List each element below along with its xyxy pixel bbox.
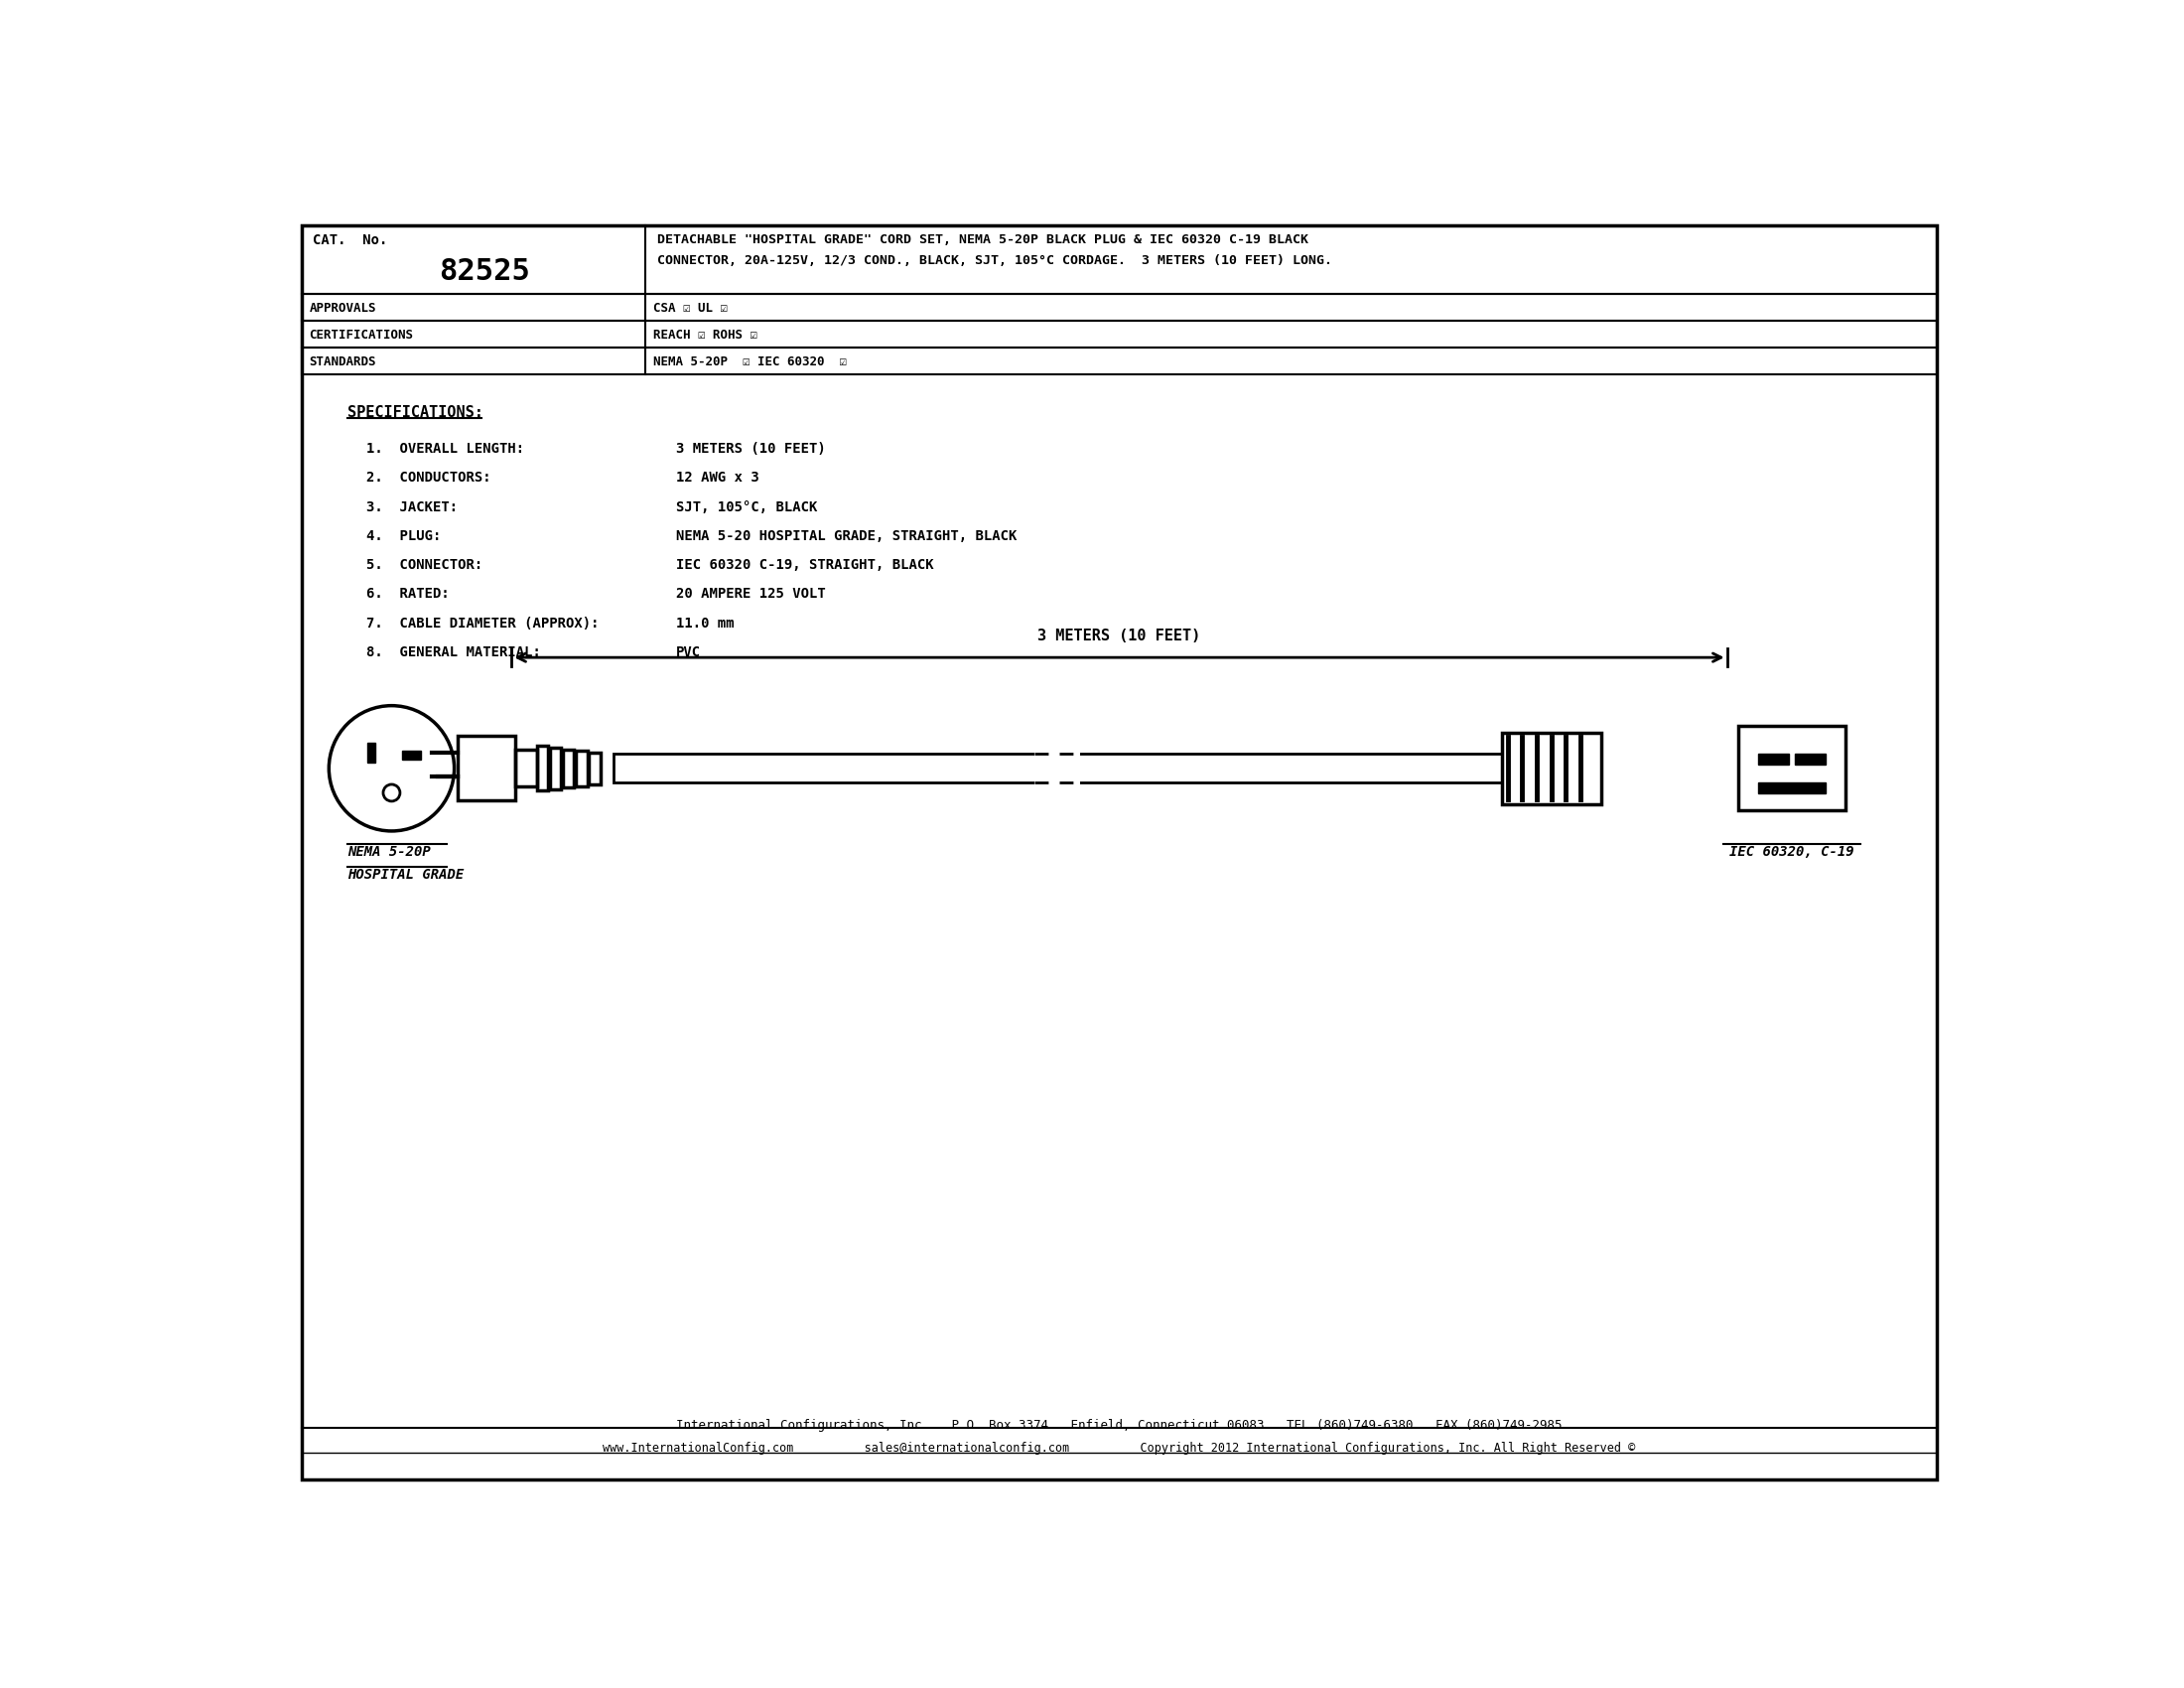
Text: NEMA 5-20P  ☑ IEC 60320  ☑: NEMA 5-20P ☑ IEC 60320 ☑ (653, 354, 847, 368)
Bar (563, 749, 574, 788)
Bar (537, 746, 548, 790)
Bar (301, 294, 1937, 321)
Text: IEC 60320, C-19: IEC 60320, C-19 (1730, 844, 1854, 859)
Bar (367, 743, 376, 763)
Bar (1795, 753, 1826, 765)
Text: CAT.  No.: CAT. No. (312, 233, 389, 246)
Text: 11.0 mm: 11.0 mm (677, 616, 734, 630)
Text: 3 METERS (10 FEET): 3 METERS (10 FEET) (677, 442, 826, 456)
Bar (402, 751, 422, 760)
Text: www.InternationalConfig.com          sales@internationalconfig.com          Copy: www.InternationalConfig.com sales@intern… (603, 1442, 1636, 1455)
Text: REACH ☑ ROHS ☑: REACH ☑ ROHS ☑ (653, 329, 758, 341)
Text: STANDARDS: STANDARDS (310, 354, 376, 368)
Text: DETACHABLE "HOSPITAL GRADE" CORD SET, NEMA 5-20P BLACK PLUG & IEC 60320 C-19 BLA: DETACHABLE "HOSPITAL GRADE" CORD SET, NE… (657, 233, 1308, 246)
Text: CSA ☑ UL ☑: CSA ☑ UL ☑ (653, 302, 727, 314)
Text: SJT, 105°C, BLACK: SJT, 105°C, BLACK (677, 500, 817, 513)
Text: 7.  CABLE DIAMETER (APPROX):: 7. CABLE DIAMETER (APPROX): (367, 616, 598, 630)
Text: NEMA 5-20 HOSPITAL GRADE, STRAIGHT, BLACK: NEMA 5-20 HOSPITAL GRADE, STRAIGHT, BLAC… (677, 528, 1018, 544)
Bar (614, 755, 1503, 783)
Bar (301, 348, 1937, 375)
Text: 8.  GENERAL MATERIAL:: 8. GENERAL MATERIAL: (367, 645, 542, 658)
Text: IEC 60320 C-19, STRAIGHT, BLACK: IEC 60320 C-19, STRAIGHT, BLACK (677, 559, 935, 572)
Bar (590, 753, 601, 785)
Text: 5.  CONNECTOR:: 5. CONNECTOR: (367, 559, 483, 572)
Bar (301, 226, 1937, 294)
Bar (301, 321, 1937, 348)
Text: 3 METERS (10 FEET): 3 METERS (10 FEET) (1037, 630, 1201, 643)
Bar (550, 748, 561, 788)
Text: 6.  RATED:: 6. RATED: (367, 587, 450, 601)
Text: International Configurations, Inc.   P.O. Box 3374   Enfield, Connecticut 06083 : International Configurations, Inc. P.O. … (677, 1420, 1562, 1431)
Bar (1758, 783, 1826, 793)
Bar (1503, 733, 1601, 803)
Text: NEMA 5-20P: NEMA 5-20P (347, 844, 430, 859)
Text: PVC: PVC (677, 645, 701, 658)
Text: 1.  OVERALL LENGTH:: 1. OVERALL LENGTH: (367, 442, 524, 456)
Bar (459, 736, 515, 800)
Bar (577, 751, 587, 787)
Text: HOSPITAL GRADE: HOSPITAL GRADE (347, 868, 463, 881)
Bar (1758, 753, 1789, 765)
Text: 12 AWG x 3: 12 AWG x 3 (677, 471, 760, 484)
Bar (1738, 726, 1845, 810)
Text: CERTIFICATIONS: CERTIFICATIONS (310, 329, 413, 341)
Text: 2.  CONDUCTORS:: 2. CONDUCTORS: (367, 471, 491, 484)
Text: SPECIFICATIONS:: SPECIFICATIONS: (347, 405, 483, 420)
Text: 20 AMPERE 125 VOLT: 20 AMPERE 125 VOLT (677, 587, 826, 601)
Bar (515, 749, 537, 787)
Text: CONNECTOR, 20A-125V, 12/3 COND., BLACK, SJT, 105°C CORDAGE.  3 METERS (10 FEET) : CONNECTOR, 20A-125V, 12/3 COND., BLACK, … (657, 255, 1332, 267)
Text: 3.  JACKET:: 3. JACKET: (367, 500, 459, 513)
Text: 4.  PLUG:: 4. PLUG: (367, 528, 441, 544)
Text: 82525: 82525 (439, 257, 531, 285)
Text: APPROVALS: APPROVALS (310, 302, 376, 314)
